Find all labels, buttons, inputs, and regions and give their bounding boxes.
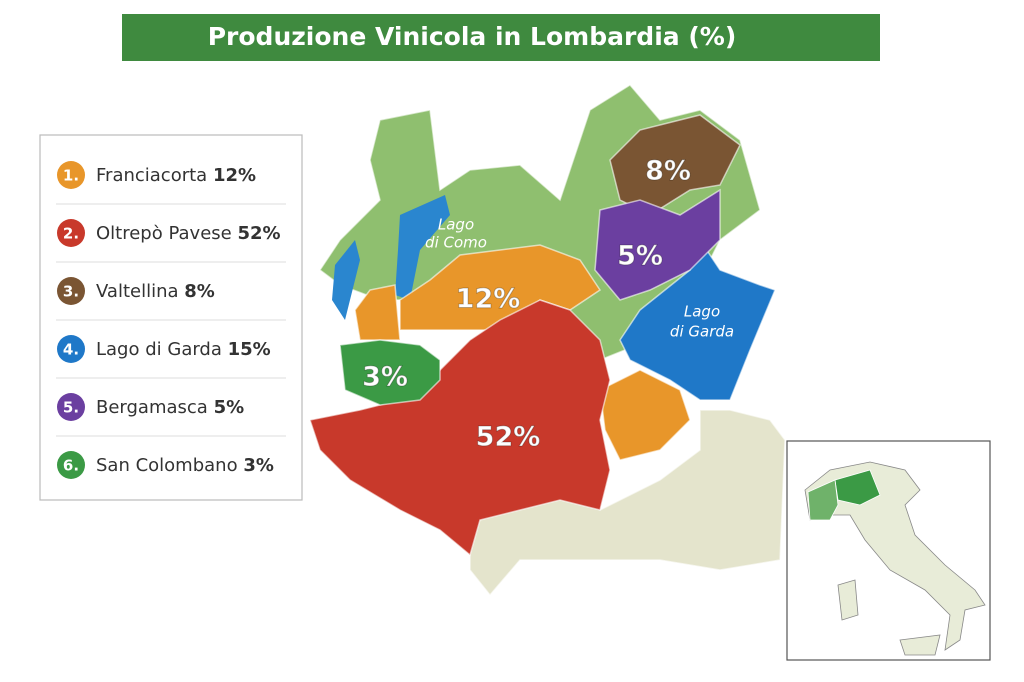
sicilia [899, 634, 941, 656]
legend-percent: 8% [184, 281, 215, 302]
legend-percent: 5% [214, 397, 245, 418]
legend-name: Valtellina [96, 281, 179, 302]
legend-index: 6. [63, 457, 79, 475]
legend-label: Oltrepò Pavese 52% [96, 223, 281, 244]
region [339, 339, 441, 406]
legend-name: Oltrepò Pavese [96, 223, 232, 244]
legend-marker [57, 219, 85, 247]
region [309, 299, 611, 557]
legend-label: Valtellina 8% [96, 281, 215, 302]
legend: 1. Franciacorta 12% 2. Oltrepò Pavese 52% 3.… [39, 134, 303, 501]
lake-label: di Como [425, 234, 487, 252]
legend-marker [57, 161, 85, 189]
region [599, 369, 691, 461]
legend-marker [57, 335, 85, 363]
legend-index: 3. [63, 283, 79, 301]
map-percent: 8% [645, 156, 691, 187]
legend-percent: 52% [237, 223, 280, 244]
italy [804, 461, 986, 651]
legend-label: San Colombano 3% [96, 455, 274, 476]
map-percent: 3% [362, 362, 408, 393]
legend-name: Bergamasca [96, 397, 208, 418]
legend-percent: 12% [213, 165, 256, 186]
legend-index: 1. [63, 167, 79, 185]
title: Produzione Vinicola in Lombardia (%) [208, 22, 737, 51]
legend-index: 4. [63, 341, 79, 359]
legend-marker [57, 393, 85, 421]
legend-label: Bergamasca 5% [96, 397, 244, 418]
map: 8% 5% 12% 3% 52% Lago di Como Lago di Ga… [309, 84, 786, 597]
map-percent: 5% [617, 241, 663, 272]
base-south [469, 409, 786, 597]
legend-marker [57, 277, 85, 305]
lake-como-water [395, 195, 450, 300]
legend-percent: 3% [243, 455, 274, 476]
title-bar [122, 14, 880, 61]
lake-maggiore-water [332, 240, 360, 320]
inset [786, 440, 991, 661]
piemonte [807, 479, 839, 521]
legend-frame [39, 134, 303, 501]
map-percent: 12% [456, 284, 521, 315]
lake-label: Lago [684, 303, 720, 321]
legend-name: San Colombano [96, 455, 238, 476]
lake-label: di Garda [670, 323, 734, 341]
region [594, 188, 721, 301]
sardegna [837, 579, 859, 621]
legend-percent: 15% [228, 339, 271, 360]
map-percent: 52% [476, 422, 541, 453]
legend-index: 5. [63, 399, 79, 417]
legend-marker [57, 451, 85, 479]
lombardia [834, 469, 881, 506]
legend-index: 2. [63, 225, 79, 243]
legend-label: Lago di Garda 15% [96, 339, 271, 360]
legend-label: Franciacorta 12% [96, 165, 256, 186]
legend-name: Franciacorta [96, 165, 207, 186]
legend-name: Lago di Garda [96, 339, 222, 360]
lake-label: Lago [438, 216, 474, 234]
